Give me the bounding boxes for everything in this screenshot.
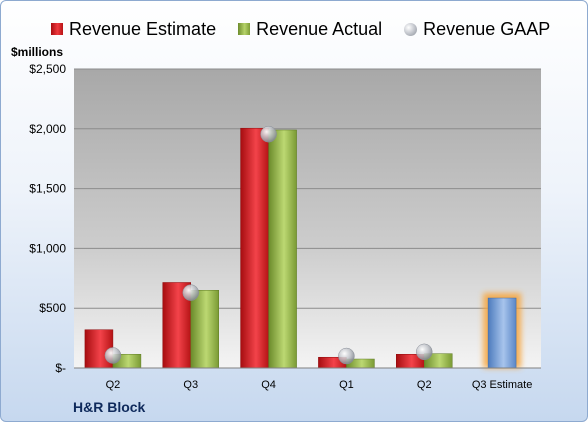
marker-revenue-gaap	[416, 343, 433, 361]
y-axis-label: $millions	[11, 45, 63, 59]
bar-revenue-actual	[268, 129, 297, 369]
legend-label-revenue-actual: Revenue Actual	[256, 18, 383, 39]
legend-item-revenue-gaap: Revenue GAAP	[404, 19, 550, 40]
bar-marks	[84, 127, 522, 369]
bar-revenue-actual	[190, 290, 219, 369]
x-tick-label: Q2	[417, 379, 432, 391]
y-tick-label: $-	[55, 361, 66, 375]
x-tick-label: Q1	[339, 379, 354, 391]
x-tick-label: Q2	[106, 379, 121, 391]
bar-q3-estimate	[487, 297, 517, 369]
y-tick-label: $1,000	[29, 241, 66, 255]
legend-item-revenue-actual: Revenue Actual	[238, 19, 382, 40]
legend-item-revenue-estimate: Revenue Estimate	[51, 19, 216, 40]
legend-swatch-revenue-estimate	[51, 23, 63, 35]
gaap-markers	[104, 125, 433, 365]
marker-revenue-gaap	[182, 284, 199, 301]
y-tick-label: $500	[39, 301, 66, 315]
bar-revenue-estimate	[240, 127, 269, 369]
y-tick-label: $2,500	[29, 62, 66, 76]
y-axis-ticks: $- $500 $1,000 $1,500 $2,000 $2,500	[29, 62, 66, 375]
legend-swatch-revenue-gaap	[404, 22, 418, 36]
x-tick-label: Q3 Estimate	[472, 379, 533, 391]
plot-area	[74, 69, 541, 368]
marker-revenue-gaap	[338, 347, 355, 365]
legend-label-revenue-estimate: Revenue Estimate	[69, 18, 217, 39]
marker-revenue-gaap	[260, 125, 277, 143]
x-tick-label: Q3	[183, 379, 198, 391]
marker-revenue-gaap	[104, 347, 122, 364]
x-tick-label: Q4	[261, 379, 276, 391]
y-tick-label: $1,500	[29, 182, 66, 196]
legend-label-revenue-gaap: Revenue GAAP	[423, 18, 551, 39]
y-tick-label: $2,000	[29, 122, 66, 136]
x-axis-ticks: Q2 Q3 Q4 Q1 Q2 Q3 Estimate	[106, 379, 533, 391]
legend-swatch-revenue-actual	[238, 23, 251, 35]
gridlines	[74, 68, 541, 309]
company-name: H&R Block	[73, 399, 146, 415]
chart-legend: Revenue Estimate Revenue Actual Revenue …	[51, 17, 572, 41]
